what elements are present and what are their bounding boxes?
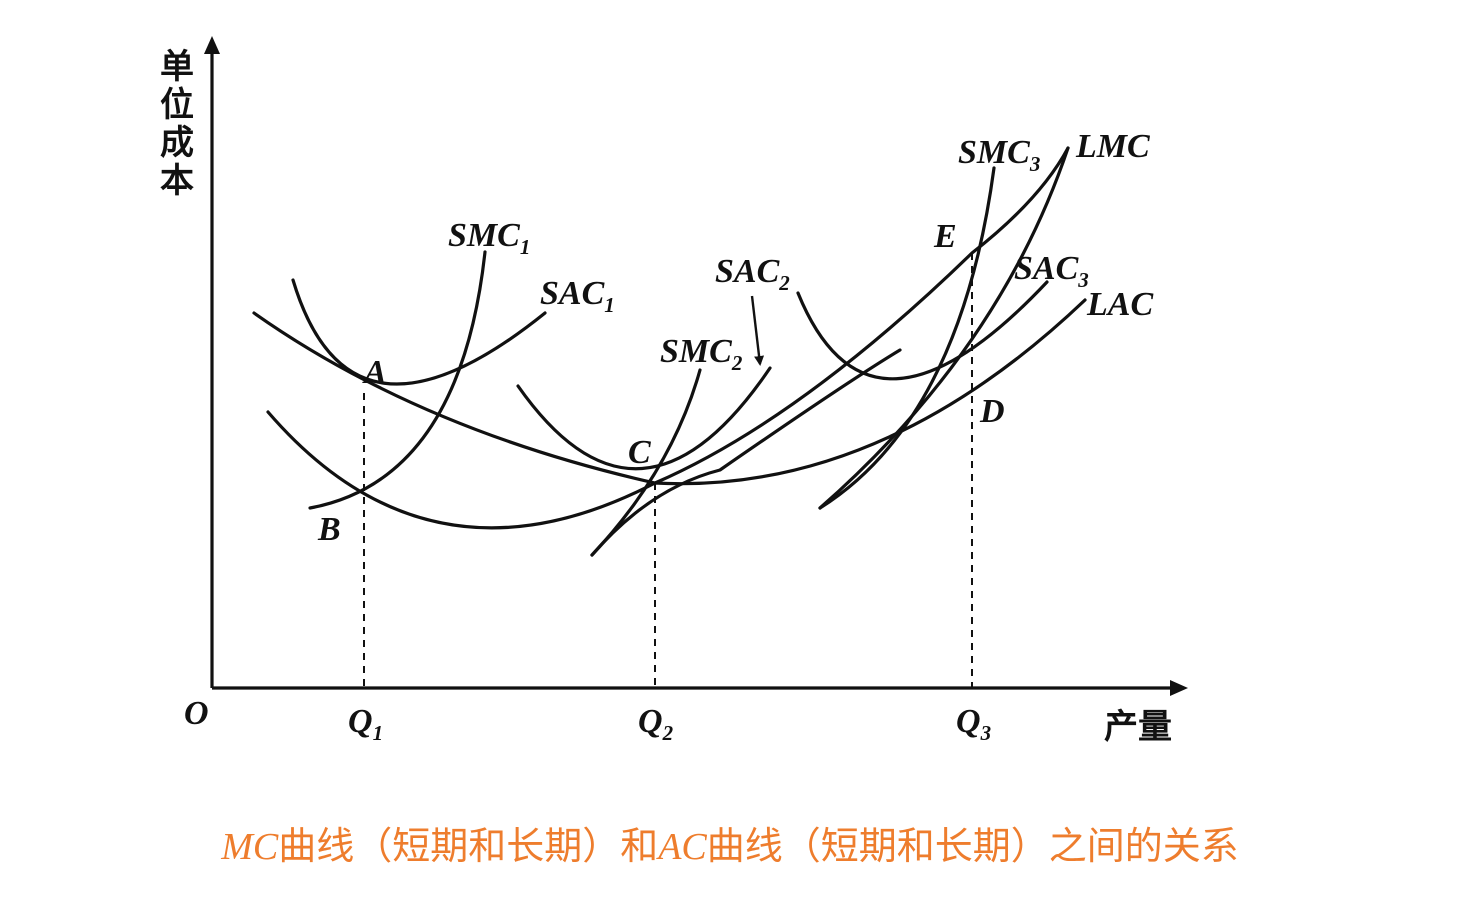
point-a-label: A xyxy=(362,354,387,391)
y-axis-label-char-4: 本 xyxy=(160,161,194,201)
smc1-curve xyxy=(308,250,487,510)
point-e-label: E xyxy=(933,218,957,255)
y-axis-label-char-1: 单 xyxy=(160,47,194,87)
x-axis-label: 产量 xyxy=(1104,707,1172,747)
long-mc-curve xyxy=(252,146,1070,485)
sac1-label: SAC1 xyxy=(540,275,615,317)
q3-tick-label: Q3 xyxy=(956,703,991,745)
point-c-label: C xyxy=(628,434,651,471)
sac3-curve xyxy=(796,280,1049,381)
lmc-curve xyxy=(818,146,1070,510)
lac-label: LAC xyxy=(1086,286,1153,323)
y-axis-label-char-2: 位 xyxy=(160,85,194,125)
smc2-label: SMC2 xyxy=(660,333,743,375)
smc1-label: SMC1 xyxy=(448,217,530,259)
lmc-label: LMC xyxy=(1075,128,1150,165)
caption-ac: AC xyxy=(658,826,707,868)
caption-mc: MC xyxy=(221,826,279,868)
sac2-pointer-arrow xyxy=(750,295,765,366)
smc2-curve xyxy=(590,368,702,557)
figure-caption: MC曲线（短期和长期）和AC曲线（短期和长期）之间的关系 xyxy=(0,815,1460,870)
caption-text-2: 曲线（短期和长期）之间的关系 xyxy=(706,824,1239,868)
sac3-label: SAC3 xyxy=(1014,250,1089,292)
y-axis-label-char-3: 成 xyxy=(160,123,194,163)
caption-text-1: 曲线（短期和长期）和 xyxy=(278,824,659,868)
smc3-label: SMC3 xyxy=(958,134,1040,176)
point-d-label: D xyxy=(979,393,1005,430)
origin-label: O xyxy=(184,695,209,732)
q1-tick-label: Q1 xyxy=(348,703,383,745)
sac2-label: SAC2 xyxy=(715,253,790,295)
y-axis-arrow-icon xyxy=(204,36,220,54)
x-axis-arrow-icon xyxy=(1170,680,1188,696)
point-b-label: B xyxy=(317,511,341,548)
smc3-curve xyxy=(818,166,996,510)
q2-tick-label: Q2 xyxy=(638,703,674,745)
sac1-curve xyxy=(291,278,547,386)
sac2-curve xyxy=(516,366,772,471)
